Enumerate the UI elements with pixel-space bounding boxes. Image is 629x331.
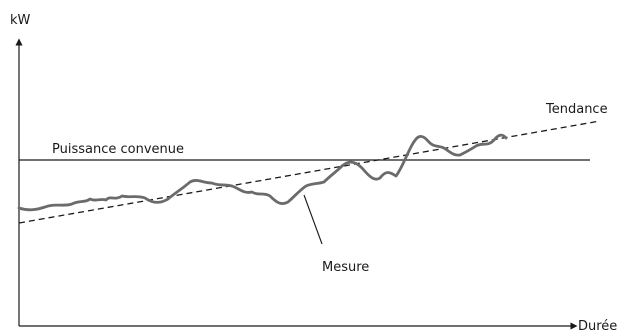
x-axis-label: Durée	[578, 319, 617, 331]
measure-pointer	[303, 194, 323, 245]
reference-label: Puissance convenue	[52, 142, 184, 157]
measure-label: Mesure	[322, 260, 369, 275]
y-axis-label: kW	[10, 13, 31, 28]
measure-curve	[17, 133, 508, 212]
trend-label: Tendance	[545, 102, 608, 117]
trend-line	[18, 120, 601, 224]
